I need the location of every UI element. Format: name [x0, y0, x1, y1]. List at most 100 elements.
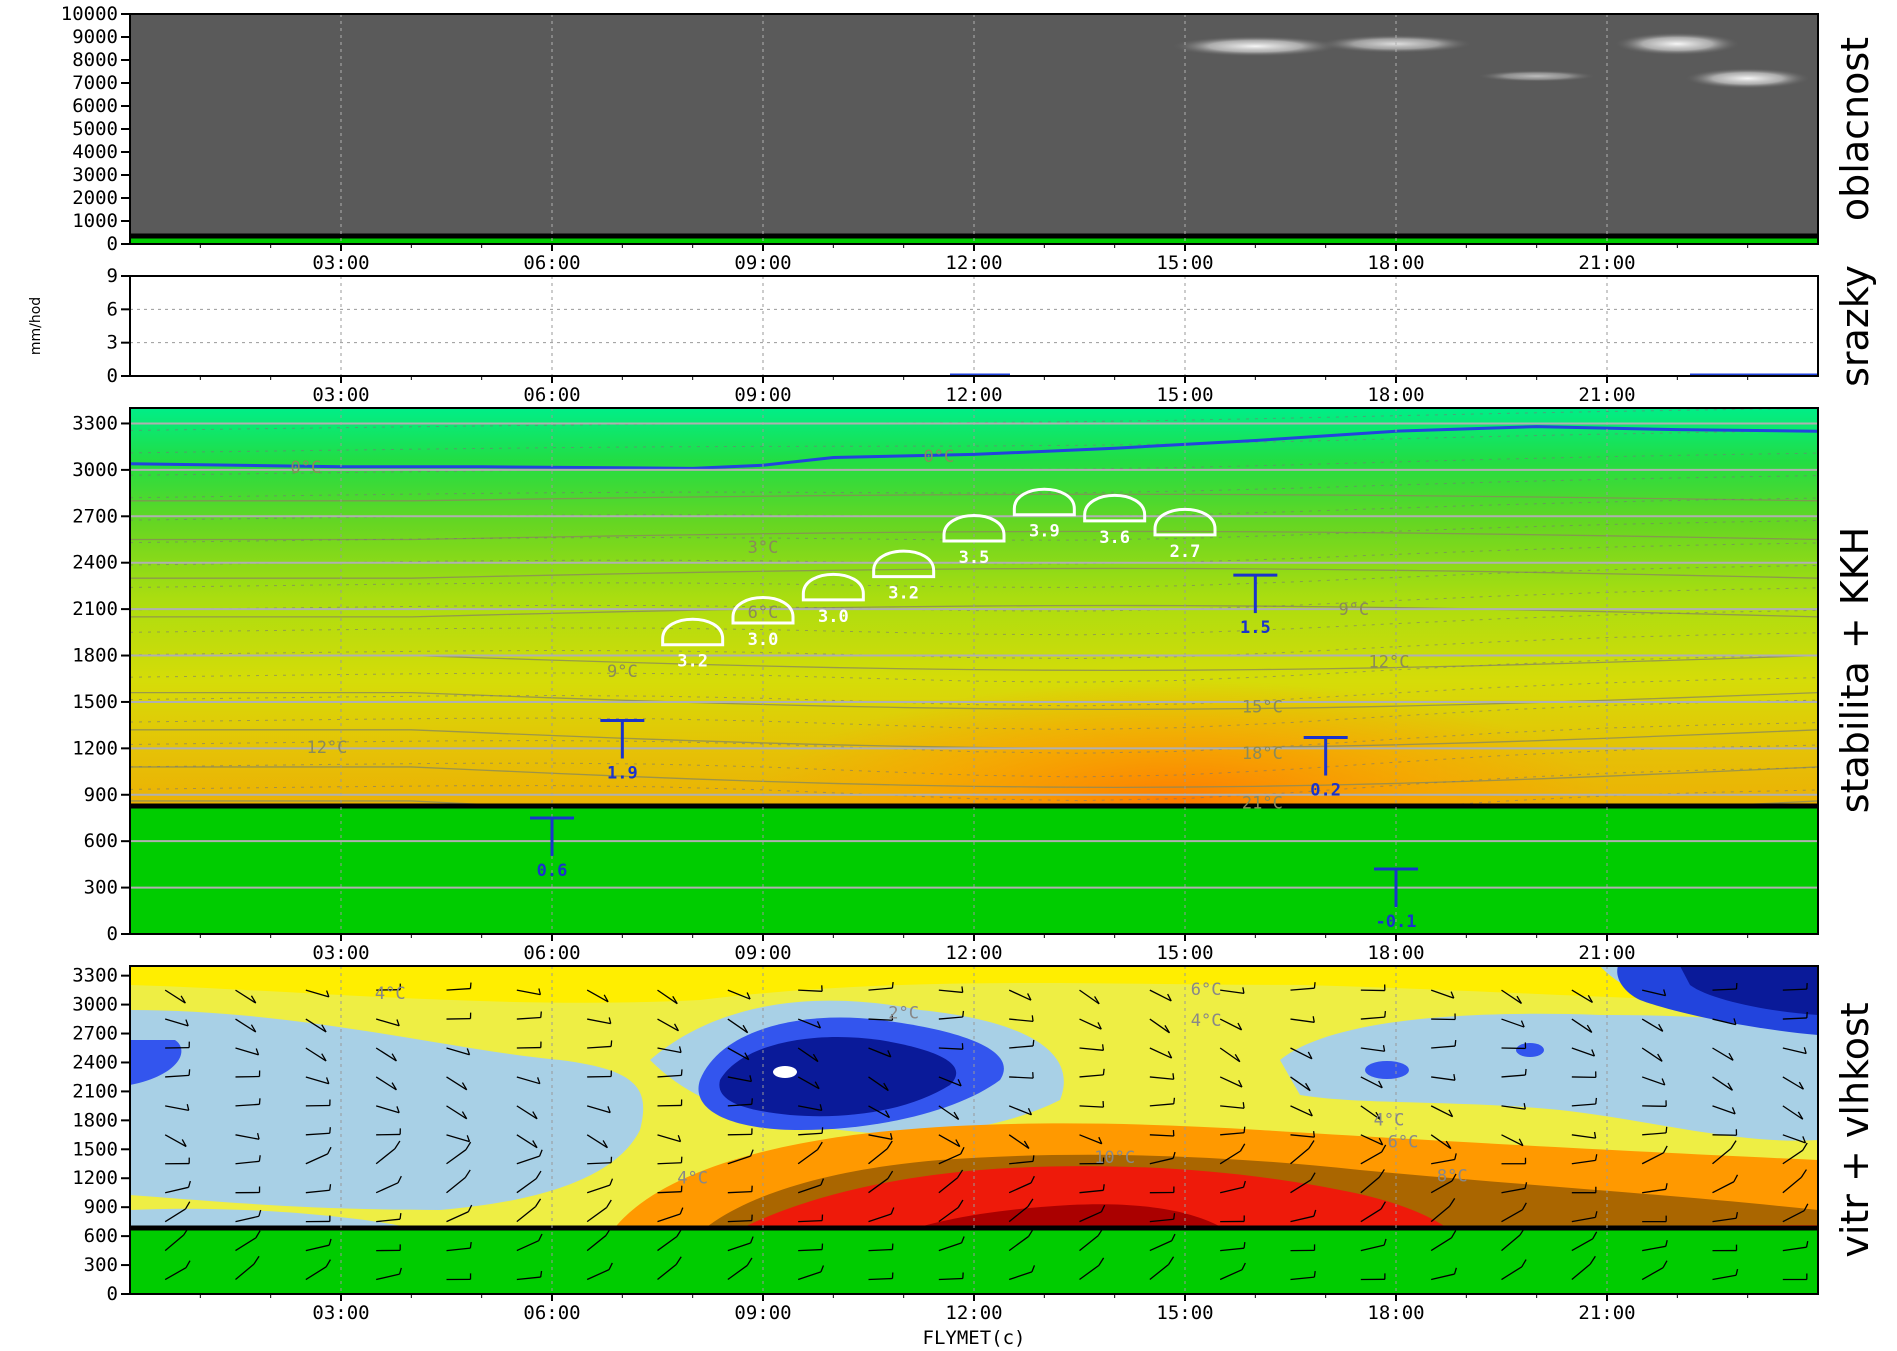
wind-barb-shaft	[1009, 1018, 1034, 1023]
wind-barb-feather	[957, 1199, 964, 1208]
isotherm-label: 0°C	[923, 447, 954, 467]
wind-barb-shaft	[376, 1218, 401, 1223]
wind-barb-shaft	[1290, 1134, 1315, 1138]
wind-barb-shaft	[1220, 989, 1245, 995]
wind-barb-shaft	[657, 1191, 682, 1194]
wind-barb-shaft	[164, 1234, 184, 1252]
cumulus-base-symbol	[1153, 508, 1217, 537]
wind-barb-feather	[1241, 1262, 1246, 1271]
y-tick-label: 1000	[72, 210, 118, 232]
wind-barb-shaft	[657, 1162, 682, 1165]
isotherm-label: 6°C	[748, 603, 779, 623]
wind-barb-feather	[679, 1207, 684, 1215]
thermal-value: 1.9	[607, 764, 638, 784]
x-tick-label: 09:00	[734, 384, 791, 406]
wind-barb-shaft	[1431, 1273, 1455, 1281]
y-tick-label: 3000	[72, 459, 118, 481]
wind-barb-shaft	[1501, 1134, 1524, 1147]
wind-barb-shaft	[1219, 1047, 1241, 1063]
wind-barb-shaft	[1360, 1134, 1383, 1146]
wind-barb-shaft	[1149, 1076, 1174, 1080]
wind-barb-shaft	[1782, 1210, 1805, 1223]
wind-barb-feather	[887, 1170, 894, 1179]
wind-barb-feather	[821, 1127, 824, 1134]
wind-barb-feather	[610, 1040, 613, 1047]
x-tick-label: 09:00	[734, 1302, 791, 1324]
wind-barb-shaft	[1008, 1134, 1030, 1149]
wind-barb-feather	[1027, 1198, 1034, 1207]
wind-barb-shaft	[1571, 1238, 1594, 1252]
wind-barb-shaft	[1290, 1276, 1315, 1281]
wind-barb-feather	[812, 1053, 819, 1062]
x-ticks: 03:00 06:00 09:00 12:00 15:00 18:00 21:00	[199, 244, 1749, 274]
wind-barb-shaft	[1079, 1018, 1102, 1030]
wind-barb-feather	[608, 1262, 613, 1270]
cloud-patch	[1614, 32, 1741, 56]
adiabat-line	[129, 609, 1819, 636]
wind-barb-feather	[258, 1098, 261, 1105]
grid	[340, 14, 1608, 244]
wind-barb-shaft	[305, 1047, 327, 1062]
wind-barb-feather	[391, 1053, 397, 1062]
y-tick-label: 3300	[72, 412, 118, 434]
wind-barb-feather	[1307, 1051, 1313, 1060]
wind-barb-shaft	[1360, 1151, 1383, 1165]
wind-barb-shaft	[1782, 1105, 1804, 1120]
wind-barb-shaft	[1571, 1216, 1596, 1223]
wind-barb-shaft	[375, 1182, 399, 1194]
isotherm-label: 21°C	[1242, 794, 1283, 814]
humidity-white-spot	[773, 1066, 797, 1078]
humidity-darkblue	[719, 1036, 957, 1117]
contour-label: 4°C	[375, 984, 406, 1004]
wind-barb-feather	[1805, 1240, 1809, 1248]
wind-barb-shaft	[1571, 1103, 1596, 1107]
x-tick-label: 18:00	[1367, 252, 1424, 274]
adiabat-line	[129, 744, 1819, 778]
wind-barb-feather	[751, 1098, 753, 1105]
contour-label: 8°C	[1437, 1166, 1468, 1186]
wind-barb-feather	[1735, 1212, 1739, 1219]
wind-barb-shaft	[235, 1047, 259, 1056]
y-ticks: 0 3 6 9	[107, 265, 130, 387]
wind-barb-feather	[1665, 1126, 1668, 1133]
wind-barb-shaft	[1431, 1045, 1456, 1049]
wind-barb-feather	[1728, 1052, 1734, 1061]
y-tick-label: 0	[107, 365, 118, 387]
wind-barb-shaft	[165, 1074, 190, 1078]
wind-barb-shaft	[1501, 1209, 1523, 1223]
y-tick-label: 6000	[72, 95, 118, 117]
wind-barb-shaft	[938, 1277, 963, 1281]
y-tick-label: 4000	[72, 141, 118, 163]
wind-barb-feather	[1097, 1227, 1104, 1236]
wind-barb-shaft	[1571, 1134, 1596, 1139]
wind-barb-shaft	[727, 1155, 751, 1165]
isotherm-label: 18°C	[1242, 744, 1283, 764]
wind-barb-shaft	[868, 1018, 893, 1021]
wind-barb-shaft	[798, 1219, 823, 1223]
wind-barb-feather	[1171, 1233, 1176, 1242]
wind-barb-feather	[1520, 1020, 1525, 1028]
x-tick-label: 18:00	[1367, 384, 1424, 406]
wind-barb-shaft	[938, 1242, 962, 1252]
adiabat-line	[129, 542, 1819, 566]
panel-stabilita: 0°C 0°C 3°C 6°C 9°C 9°C 12°C 12°C 15°C 18°C 21°C 3…	[72, 407, 1877, 964]
wind-barb-feather	[180, 995, 186, 1004]
wind-barb-shaft	[1782, 1246, 1807, 1252]
wind-barb-shaft	[657, 1134, 681, 1143]
wind-barb-feather	[321, 1024, 327, 1033]
wind-barb-shaft	[586, 1269, 610, 1281]
wind-barb-feather	[183, 1226, 190, 1236]
wind-barb-feather	[1028, 1228, 1034, 1237]
wind-barb-feather	[1735, 1268, 1739, 1276]
wind-barb-feather	[744, 1052, 750, 1061]
y-tick-label: 0	[107, 1283, 118, 1305]
wind-barb-shaft	[446, 1134, 470, 1143]
wind-barb-feather	[256, 1132, 260, 1140]
wind-barb-feather	[187, 1180, 191, 1188]
wind-barb-shaft	[375, 1076, 397, 1091]
x-tick-label: 12:00	[945, 1302, 1002, 1324]
y-tick-label: 600	[84, 1225, 118, 1247]
y-tick-label: 1500	[72, 691, 118, 713]
panel-title: vitr + vlhkost	[1833, 1002, 1877, 1257]
wind-barb-shaft	[446, 1105, 468, 1120]
